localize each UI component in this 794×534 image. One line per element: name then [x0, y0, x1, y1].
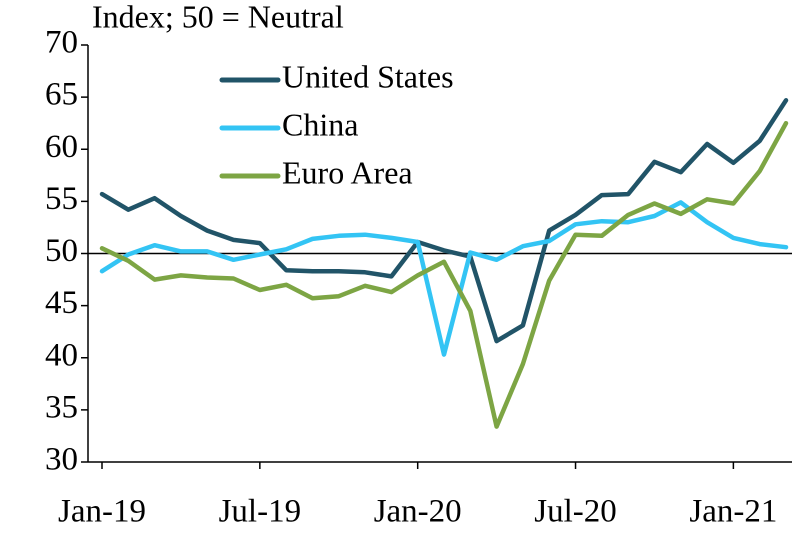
y-tick-label: 60 — [45, 129, 78, 165]
y-tick-label: 30 — [45, 442, 78, 478]
y-tick-label: 65 — [45, 77, 78, 113]
legend-label: United States — [282, 58, 454, 94]
x-tick-label: Jul-19 — [219, 494, 302, 530]
x-tick-label: Jan-20 — [374, 494, 462, 530]
series-line — [99, 98, 789, 344]
series-line — [99, 200, 789, 357]
y-tick-label: 50 — [45, 233, 78, 269]
y-tick-label: 55 — [45, 181, 78, 217]
x-tick-label: Jan-19 — [58, 494, 146, 530]
legend-label: Euro Area — [282, 154, 413, 190]
y-axis-label: Index; 50 = Neutral — [92, 0, 344, 34]
legend-label: China — [282, 106, 358, 142]
series-line — [99, 120, 789, 429]
x-tick-label: Jul-20 — [534, 494, 617, 530]
y-tick-label: 35 — [45, 389, 78, 425]
x-tick-label: Jan-21 — [689, 494, 777, 530]
y-tick-label: 70 — [45, 25, 78, 61]
y-tick-label: 45 — [45, 285, 78, 321]
y-tick-label: 40 — [45, 337, 78, 373]
